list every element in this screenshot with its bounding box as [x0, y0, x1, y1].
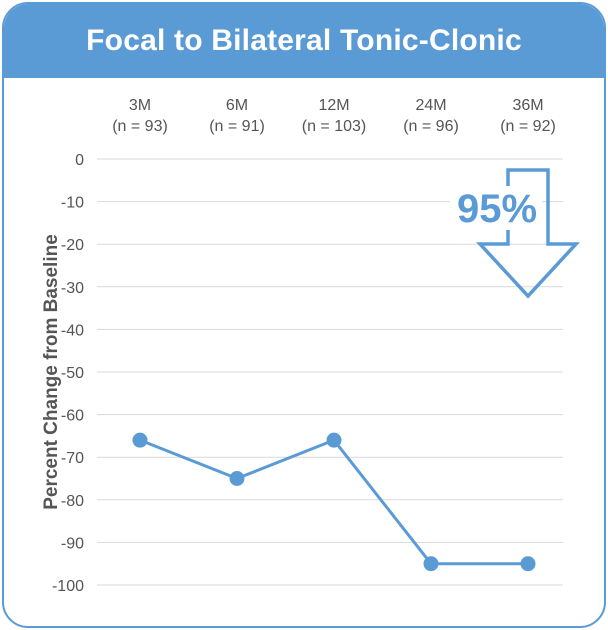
- y-tick-label: 0: [75, 152, 84, 169]
- x-tick-count: (n = 96): [403, 118, 459, 135]
- x-tick-count: (n = 93): [112, 118, 168, 135]
- x-tick-label: 24M: [415, 97, 446, 114]
- y-tick-label: -90: [61, 535, 84, 552]
- data-point: [423, 556, 439, 572]
- x-axis-ticks: 3M (n = 93) 6M (n = 91) 12M (n = 103) 24M (n = …: [112, 97, 556, 135]
- chart-title: Focal to Bilateral Tonic-Clonic: [86, 24, 522, 57]
- y-tick-label: -30: [61, 280, 84, 297]
- y-tick-label: -100: [52, 578, 84, 595]
- x-tick-count: (n = 91): [209, 118, 265, 135]
- y-tick-label: -60: [61, 408, 84, 425]
- callout-backdrop: [450, 186, 542, 230]
- y-tick-label: -20: [61, 237, 84, 254]
- x-tick-label: 3M: [129, 97, 151, 114]
- data-point: [520, 556, 536, 572]
- y-axis-ticks: 0 -10 -20 -30 -40 -50 -60 -70 -80 -90 -100: [52, 152, 84, 595]
- data-point: [229, 471, 245, 486]
- y-tick-label: -10: [61, 195, 84, 212]
- gridlines: [97, 158, 563, 586]
- y-tick-label: -70: [61, 450, 84, 467]
- series-line: [139, 438, 528, 566]
- y-tick-label: -40: [61, 322, 84, 339]
- x-tick-label: 6M: [226, 97, 248, 114]
- data-point: [326, 432, 342, 448]
- x-tick-label: 36M: [512, 97, 543, 114]
- chart-header: Focal to Bilateral Tonic-Clonic: [4, 4, 604, 78]
- x-tick-label: 12M: [318, 97, 349, 114]
- y-axis-label: Percent Change from Baseline: [41, 234, 62, 510]
- series-layer: [132, 432, 536, 572]
- callout-text: 95%: [457, 187, 537, 231]
- y-tick-label: -80: [61, 493, 84, 510]
- data-point: [132, 432, 148, 448]
- x-tick-count: (n = 92): [500, 118, 556, 135]
- callout: 95%: [450, 168, 580, 299]
- y-tick-label: -50: [61, 365, 84, 382]
- x-tick-count: (n = 103): [302, 118, 366, 135]
- down-arrow-icon: [476, 168, 580, 299]
